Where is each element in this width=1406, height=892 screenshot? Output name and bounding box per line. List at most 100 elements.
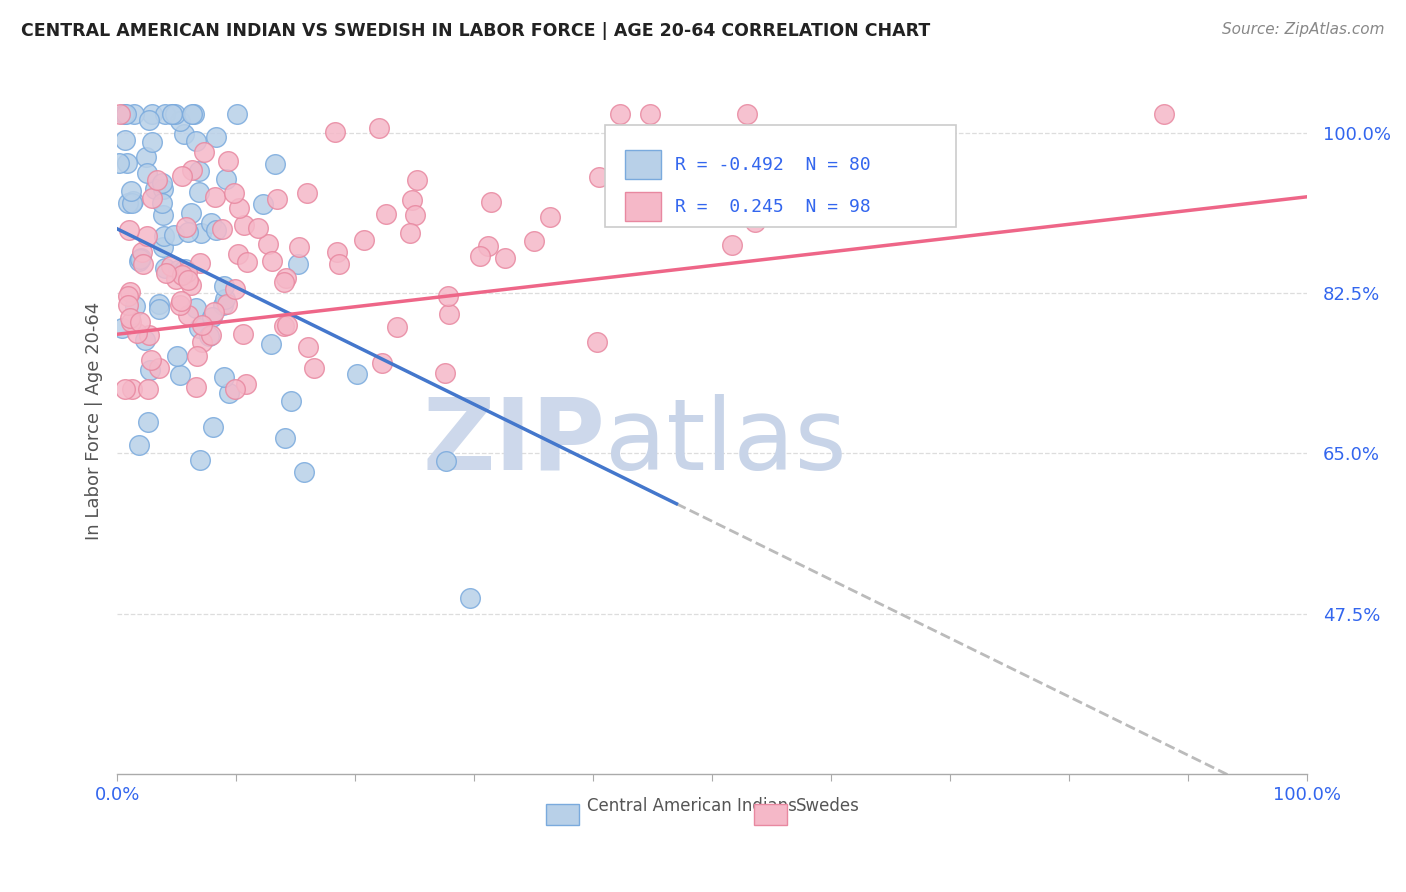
Point <box>181 107 204 121</box>
Point <box>353 233 375 247</box>
Point <box>222 186 245 200</box>
Point <box>134 333 156 347</box>
Point <box>200 216 222 230</box>
Point <box>433 366 456 380</box>
Point <box>129 252 152 267</box>
Point <box>644 153 666 167</box>
Point <box>260 337 283 351</box>
Point <box>276 318 298 333</box>
Point <box>218 386 240 401</box>
Text: R = -0.492  N = 80: R = -0.492 N = 80 <box>675 156 870 174</box>
Point <box>212 278 235 293</box>
Point <box>217 153 239 168</box>
Point <box>346 367 368 381</box>
Point <box>198 328 221 343</box>
Point <box>172 169 194 183</box>
Point <box>155 260 177 275</box>
Point <box>111 320 134 334</box>
Point <box>228 201 250 215</box>
Point <box>141 191 163 205</box>
Point <box>112 107 135 121</box>
Point <box>707 190 730 204</box>
Point <box>186 349 208 363</box>
Point <box>479 195 502 210</box>
Point <box>136 382 159 396</box>
Point <box>160 107 183 121</box>
Point <box>235 254 257 268</box>
Point <box>232 326 254 341</box>
Point <box>273 318 295 333</box>
Point <box>169 298 191 312</box>
Point <box>439 307 461 321</box>
Point <box>323 125 346 139</box>
Point <box>287 257 309 271</box>
Bar <box>546 804 579 825</box>
Point <box>190 334 212 349</box>
Point <box>141 136 163 150</box>
Point <box>155 266 177 280</box>
Point <box>215 296 238 310</box>
Point <box>159 259 181 273</box>
Point <box>266 192 288 206</box>
Point <box>150 176 173 190</box>
Point <box>187 163 209 178</box>
Point <box>139 353 162 368</box>
Point <box>174 220 197 235</box>
Text: CENTRAL AMERICAN INDIAN VS SWEDISH IN LABOR FORCE | AGE 20-64 CORRELATION CHART: CENTRAL AMERICAN INDIAN VS SWEDISH IN LA… <box>21 22 931 40</box>
Point <box>148 301 170 316</box>
Point <box>186 380 208 394</box>
Point <box>152 181 174 195</box>
Text: Central American Indians: Central American Indians <box>588 797 797 814</box>
Point <box>205 222 228 236</box>
Point <box>121 382 143 396</box>
FancyBboxPatch shape <box>605 125 956 227</box>
Point <box>186 301 208 315</box>
Point <box>118 285 141 300</box>
Point <box>297 186 319 201</box>
Point <box>165 272 187 286</box>
Point <box>437 289 460 303</box>
Point <box>146 172 169 186</box>
Point <box>406 173 429 187</box>
Point <box>262 253 284 268</box>
Bar <box>754 804 787 825</box>
Point <box>183 107 205 121</box>
Point <box>205 130 228 145</box>
Point <box>191 318 214 333</box>
Point <box>167 262 190 277</box>
Point <box>176 265 198 279</box>
Point <box>129 251 152 265</box>
Point <box>180 277 202 292</box>
Point <box>744 215 766 229</box>
Point <box>914 170 936 185</box>
Point <box>292 465 315 479</box>
Point <box>288 240 311 254</box>
Point <box>153 229 176 244</box>
Point <box>458 591 481 605</box>
Point <box>122 194 145 209</box>
Point <box>226 247 249 261</box>
Point <box>609 107 631 121</box>
Point <box>184 134 207 148</box>
Point <box>172 264 194 278</box>
Point <box>169 113 191 128</box>
Point <box>141 107 163 121</box>
Point <box>170 293 193 308</box>
Point <box>737 107 759 121</box>
Point <box>193 145 215 159</box>
Point <box>640 107 662 121</box>
Point <box>434 454 457 468</box>
Point <box>187 321 209 335</box>
Text: Swedes: Swedes <box>796 797 859 814</box>
Point <box>212 298 235 312</box>
Point <box>138 327 160 342</box>
Point <box>128 315 150 329</box>
Point <box>120 315 142 329</box>
Point <box>174 262 197 277</box>
Point <box>138 112 160 127</box>
Point <box>118 222 141 236</box>
Point <box>200 328 222 343</box>
Point <box>188 453 211 467</box>
Point <box>201 310 224 324</box>
Point <box>588 170 610 185</box>
